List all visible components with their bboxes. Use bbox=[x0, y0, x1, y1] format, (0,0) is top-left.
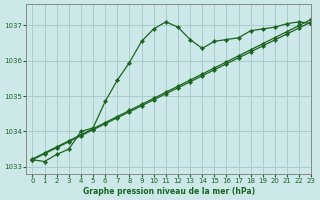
X-axis label: Graphe pression niveau de la mer (hPa): Graphe pression niveau de la mer (hPa) bbox=[83, 187, 255, 196]
